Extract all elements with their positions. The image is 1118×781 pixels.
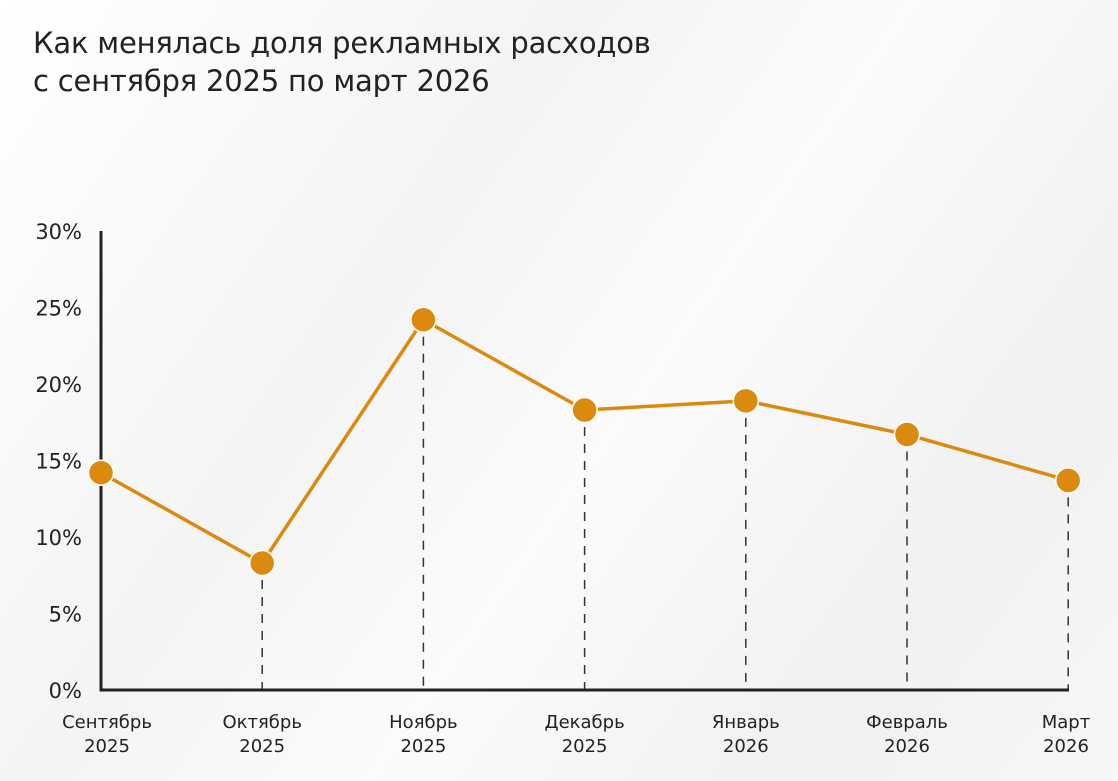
data-point <box>410 306 437 333</box>
y-tick-label: 5% <box>49 603 82 627</box>
chart-title-line-1: Как менялась доля рекламных расходов <box>33 26 651 60</box>
y-tick-label: 30% <box>35 220 82 244</box>
x-tick-label: Ноябрь 2025 <box>389 712 458 757</box>
data-point <box>893 421 921 448</box>
x-tick-label: Март 2026 <box>1042 712 1090 757</box>
x-tick-label: Сентябрь 2025 <box>62 712 152 757</box>
x-tick-label: Февраль 2026 <box>866 712 948 757</box>
y-tick-label: 0% <box>49 679 82 703</box>
data-point <box>248 549 276 577</box>
x-tick-label: Январь 2026 <box>712 712 780 757</box>
y-tick-label: 15% <box>35 450 82 474</box>
x-tick-label: Октябрь 2025 <box>222 712 302 757</box>
data-point <box>87 459 115 486</box>
x-tick-label: Декабрь 2025 <box>545 712 625 757</box>
data-point <box>732 387 760 415</box>
chart-title: Как менялась доля рекламных расходов с с… <box>33 24 651 100</box>
series-line <box>99 317 1070 565</box>
y-tick-label: 20% <box>35 373 82 397</box>
data-point <box>1054 467 1082 494</box>
chart-title-line-2: с сентября 2025 по март 2026 <box>33 64 490 98</box>
data-point <box>571 396 598 424</box>
y-tick-label: 25% <box>35 297 82 321</box>
y-tick-label: 10% <box>35 526 82 550</box>
